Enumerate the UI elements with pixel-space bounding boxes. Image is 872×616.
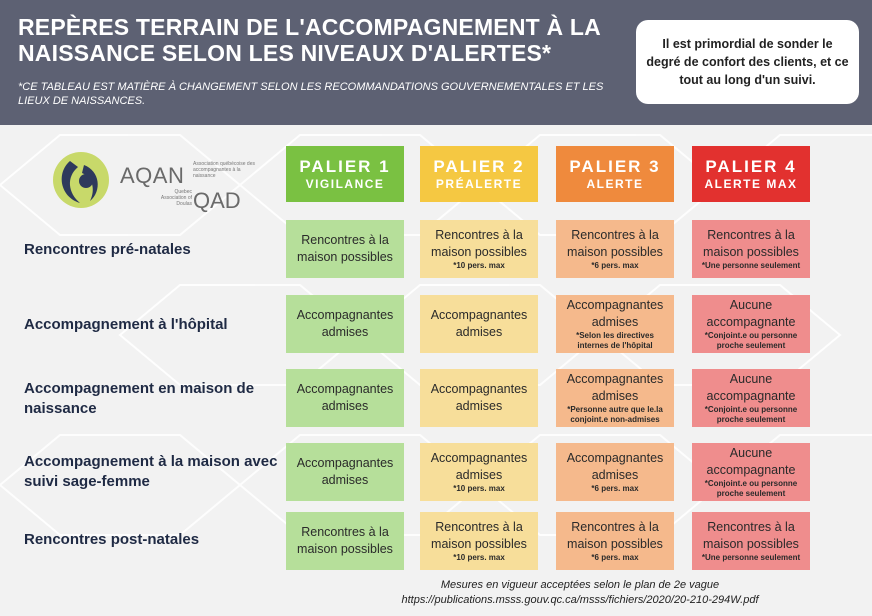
tier-4-label: PALIER 4	[705, 156, 797, 176]
cell-text: Aucune accompagnante	[706, 446, 796, 477]
row-label-hospital: Accompagnement à l'hôpital	[24, 316, 228, 333]
cell-note: *6 pers. max	[591, 261, 639, 270]
tier-4-level: ALERTE MAX	[704, 176, 798, 191]
page-subtitle: *CE TABLEAU EST MATIÈRE À CHANGEMENT SEL…	[18, 81, 604, 107]
cell-text: Accompagnantes admises	[566, 298, 664, 329]
cell-text: Rencontres à la maison possibles	[297, 525, 393, 556]
callout-box: Il est primordial de sonder le degré de …	[636, 20, 859, 104]
table-cell: Accompagnantes admises *10 pers. max	[420, 443, 538, 501]
tier-header-3: PALIER 3 ALERTE	[556, 146, 674, 202]
tier-header-4: PALIER 4 ALERTE MAX	[692, 146, 810, 202]
table-cell: Accompagnantes admises *Personne autre qu…	[556, 369, 674, 427]
cell-text: Accompagnantes admises	[296, 382, 394, 413]
qad-wordmark: QAD	[193, 188, 241, 213]
table-cell: Accompagnantes admises *6 pers. max	[556, 443, 674, 501]
table-cell: Aucune accompagnante *Conjoint.e ou perso…	[692, 295, 810, 353]
cell-note: *6 pers. max	[591, 484, 639, 493]
table-cell: Accompagnantes admises *Selon les directi…	[556, 295, 674, 353]
table-cell: Accompagnantes admises	[286, 443, 404, 501]
cell-text: Aucune accompagnante	[706, 372, 796, 403]
cell-text: Accompagnantes admises	[566, 451, 664, 482]
row-label-birth-house: Accompagnement en maison de naissance	[24, 380, 255, 417]
table-cell: Rencontres à la maison possibles *10 pers…	[420, 512, 538, 570]
table-cell: Rencontres à la maison possibles *Une per…	[692, 512, 810, 570]
table-cell: Accompagnantes admises	[286, 369, 404, 427]
aqan-subtitle: Association québécoise des accompagnante…	[193, 161, 255, 179]
callout-text: Il est primordial de sonder le degré de …	[646, 37, 849, 87]
cell-text: Rencontres à la maison possibles	[297, 233, 393, 264]
tier-2-level: PRÉALERTE	[435, 176, 523, 191]
cell-note: *10 pers. max	[453, 261, 505, 270]
row-label-postnatal: Rencontres post-natales	[24, 531, 200, 548]
cell-note: *Conjoint.e ou personne proche seulement	[704, 479, 798, 498]
cell-note: *10 pers. max	[453, 484, 505, 493]
aqan-qad-logo: AQAN Association québécoise des accompag…	[50, 145, 260, 220]
tier-3-label: PALIER 3	[569, 156, 661, 176]
table-cell: Aucune accompagnante *Conjoint.e ou perso…	[692, 369, 810, 427]
tier-1-label: PALIER 1	[299, 156, 391, 176]
table-cell: Accompagnantes admises	[286, 295, 404, 353]
cell-note: *Conjoint.e ou personne proche seulement	[704, 405, 798, 424]
footer-note: Mesures en vigueur acceptées selon le pl…	[440, 579, 720, 591]
cell-text: Rencontres à la maison possibles	[567, 228, 663, 259]
table-cell: Rencontres à la maison possibles *6 pers.…	[556, 220, 674, 278]
table-cell: Rencontres à la maison possibles *6 pers.…	[556, 512, 674, 570]
cell-note: *10 pers. max	[453, 553, 505, 562]
table-cell: Accompagnantes admises	[420, 369, 538, 427]
footer-source: Mesures en vigueur acceptées selon le pl…	[330, 578, 830, 608]
table-cell: Rencontres à la maison possibles *Une per…	[692, 220, 810, 278]
table-cell: Aucune accompagnante *Conjoint.e ou perso…	[692, 443, 810, 501]
footer-url[interactable]: https://publications.msss.gouv.qc.ca/mss…	[401, 594, 759, 606]
cell-text: Rencontres à la maison possibles	[567, 520, 663, 551]
table-cell: Rencontres à la maison possibles	[286, 512, 404, 570]
aqan-wordmark: AQAN	[120, 163, 185, 188]
row-label-prenatal: Rencontres pré-natales	[24, 241, 191, 258]
cell-text: Accompagnantes admises	[296, 308, 394, 339]
tier-2-label: PALIER 2	[433, 156, 525, 176]
cell-text: Rencontres à la maison possibles	[703, 520, 799, 551]
tier-header-1: PALIER 1 VIGILANCE	[286, 146, 404, 202]
cell-text: Accompagnantes admises	[430, 382, 528, 413]
cell-text: Accompagnantes admises	[566, 372, 664, 403]
table-cell: Accompagnantes admises	[420, 295, 538, 353]
cell-text: Rencontres à la maison possibles	[703, 228, 799, 259]
tier-1-level: VIGILANCE	[305, 176, 385, 191]
cell-note: *Selon les directives internes de l'hôpi…	[576, 331, 654, 350]
tier-3-level: ALERTE	[586, 176, 644, 191]
mother-child-logo-icon	[53, 152, 109, 208]
cell-note: *Une personne seulement	[701, 261, 801, 270]
cell-text: Accompagnantes admises	[430, 308, 528, 339]
cell-text: Aucune accompagnante	[706, 298, 796, 329]
row-label-home-midwife: Accompagnement à la maison avec suivi sa…	[24, 453, 278, 490]
cell-note: *Une personne seulement	[701, 553, 801, 562]
page-title: REPÈRES TERRAIN DE L'ACCOMPAGNEMENT À LA…	[18, 14, 601, 66]
cell-note: *6 pers. max	[591, 553, 639, 562]
cell-text: Rencontres à la maison possibles	[431, 228, 527, 259]
table-cell: Rencontres à la maison possibles *10 pers…	[420, 220, 538, 278]
cell-text: Accompagnantes admises	[296, 456, 394, 487]
cell-text: Accompagnantes admises	[430, 451, 528, 482]
cell-note: *Conjoint.e ou personne proche seulement	[704, 331, 798, 350]
table-cell: Rencontres à la maison possibles	[286, 220, 404, 278]
cell-note: *Personne autre que le.la conjoint.e non…	[567, 405, 663, 424]
qad-subtitle: Quebec Association of Doulas	[160, 189, 192, 207]
cell-text: Rencontres à la maison possibles	[431, 520, 527, 551]
tier-header-2: PALIER 2 PRÉALERTE	[420, 146, 538, 202]
